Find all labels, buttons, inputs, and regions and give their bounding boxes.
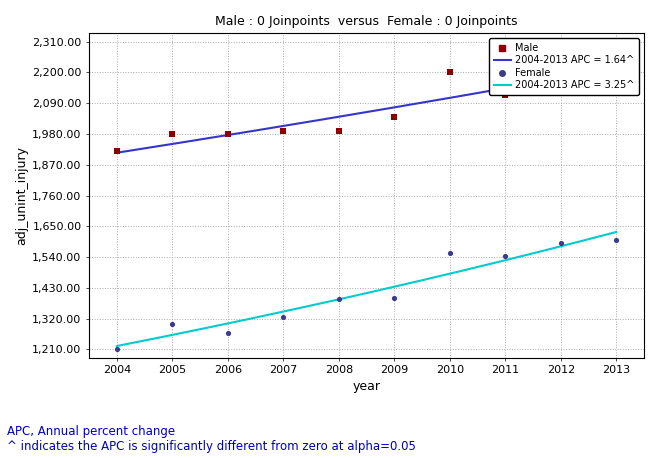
Point	[389, 114, 399, 121]
Legend: Male, 2004-2013 APC = 1.64^, Female, 2004-2013 APC = 3.25^: Male, 2004-2013 APC = 1.64^, Female, 200…	[489, 38, 639, 95]
Point	[445, 69, 455, 76]
Point	[278, 128, 289, 135]
Point	[167, 321, 178, 328]
Point	[333, 295, 344, 303]
Point	[500, 91, 511, 98]
Point	[223, 131, 233, 138]
Point	[111, 346, 122, 353]
Point	[556, 60, 566, 68]
Point	[223, 329, 233, 336]
Text: APC, Annual percent change
^ indicates the APC is significantly different from z: APC, Annual percent change ^ indicates t…	[7, 425, 415, 453]
Title: Male : 0 Joinpoints  versus  Female : 0 Joinpoints: Male : 0 Joinpoints versus Female : 0 Jo…	[215, 15, 518, 28]
Point	[278, 314, 289, 321]
Y-axis label: adj_unint_injury: adj_unint_injury	[15, 146, 28, 245]
Point	[111, 147, 122, 154]
Point	[389, 294, 399, 301]
Point	[611, 80, 621, 87]
Point	[333, 128, 344, 135]
Point	[556, 240, 566, 247]
X-axis label: year: year	[353, 380, 381, 393]
Point	[611, 237, 621, 244]
Point	[500, 252, 511, 259]
Point	[167, 131, 178, 138]
Point	[445, 249, 455, 256]
